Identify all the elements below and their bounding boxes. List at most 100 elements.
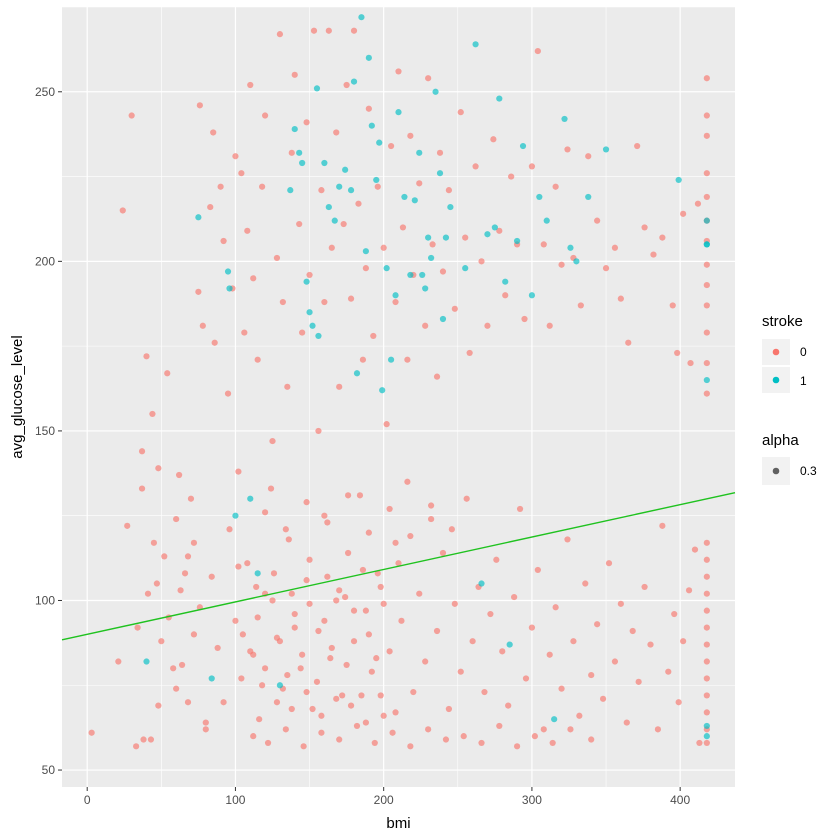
- data-point-stroke-0: [451, 600, 458, 607]
- data-point-stroke-0: [128, 112, 135, 119]
- data-point-stroke-0: [534, 566, 541, 574]
- data-point-stroke-0: [558, 261, 565, 268]
- legend-swatch-1: [772, 376, 780, 384]
- data-point-stroke-0: [513, 743, 521, 750]
- data-point-stroke-0: [675, 699, 682, 706]
- legend-stroke-title: stroke: [762, 313, 803, 330]
- data-point-stroke-0: [224, 390, 232, 397]
- data-point-stroke-0: [138, 485, 146, 492]
- data-point-stroke-0: [318, 729, 325, 736]
- data-point-stroke-0: [490, 136, 497, 143]
- legend-label-1: 1: [800, 374, 807, 388]
- data-point-stroke-1: [703, 241, 710, 248]
- data-point-stroke-0: [407, 743, 414, 750]
- legend-swatch-0: [772, 348, 780, 356]
- data-point-stroke-1: [703, 376, 710, 384]
- data-point-stroke-0: [703, 539, 710, 546]
- data-point-stroke-0: [703, 675, 710, 682]
- data-point-stroke-0: [703, 302, 710, 309]
- data-point-stroke-0: [232, 617, 239, 624]
- data-point-stroke-0: [199, 322, 206, 329]
- data-point-stroke-0: [368, 668, 375, 675]
- data-point-stroke-1: [428, 254, 435, 262]
- data-point-stroke-1: [425, 234, 432, 241]
- data-point-stroke-0: [383, 421, 390, 428]
- data-point-stroke-0: [511, 593, 518, 601]
- data-point-stroke-0: [416, 590, 423, 597]
- data-point-stroke-0: [178, 661, 186, 669]
- data-point-stroke-0: [428, 502, 435, 509]
- data-point-stroke-0: [362, 719, 369, 726]
- data-point-stroke-0: [347, 295, 355, 302]
- data-point-stroke-0: [416, 180, 423, 187]
- data-point-stroke-0: [124, 522, 131, 529]
- data-point-stroke-0: [687, 359, 694, 367]
- data-point-stroke-0: [238, 170, 245, 177]
- data-point-stroke-1: [551, 716, 558, 723]
- data-point-stroke-0: [439, 268, 447, 275]
- data-point-stroke-0: [327, 655, 334, 662]
- data-point-stroke-0: [273, 254, 281, 262]
- data-point-stroke-0: [318, 712, 325, 719]
- data-point-stroke-0: [325, 27, 332, 34]
- data-point-stroke-0: [365, 529, 372, 536]
- data-point-stroke-0: [321, 617, 328, 624]
- data-point-stroke-0: [158, 638, 165, 645]
- minor-gridlines: [62, 6, 735, 787]
- data-point-stroke-1: [436, 170, 444, 177]
- data-point-stroke-1: [462, 265, 469, 272]
- data-point-stroke-0: [582, 580, 589, 587]
- data-point-stroke-0: [328, 244, 335, 251]
- data-point-stroke-0: [380, 600, 387, 607]
- data-point-stroke-0: [284, 671, 291, 679]
- data-point-stroke-0: [291, 624, 298, 631]
- y-tick-label: 50: [42, 763, 56, 777]
- data-point-stroke-0: [659, 522, 666, 529]
- data-point-stroke-0: [472, 163, 479, 170]
- data-point-stroke-0: [140, 736, 147, 743]
- data-point-stroke-0: [703, 193, 710, 201]
- data-point-stroke-0: [342, 593, 349, 601]
- data-point-stroke-0: [176, 471, 183, 479]
- data-point-stroke-0: [353, 722, 361, 730]
- data-point-stroke-1: [299, 159, 306, 167]
- data-point-stroke-0: [202, 726, 209, 733]
- data-point-stroke-0: [577, 302, 584, 309]
- data-point-stroke-0: [247, 648, 254, 655]
- data-point-stroke-1: [296, 149, 303, 156]
- data-point-stroke-0: [235, 563, 242, 570]
- data-point-stroke-0: [202, 719, 209, 726]
- data-point-stroke-1: [442, 234, 450, 241]
- data-point-stroke-0: [386, 505, 393, 513]
- data-point-stroke-0: [259, 183, 266, 190]
- data-point-stroke-0: [617, 295, 624, 302]
- data-point-stroke-0: [703, 658, 710, 665]
- x-tick-label: 0: [84, 793, 91, 807]
- data-point-stroke-0: [650, 251, 657, 258]
- data-point-stroke-0: [303, 688, 310, 696]
- data-point-stroke-0: [296, 220, 303, 228]
- data-point-stroke-1: [395, 109, 402, 116]
- data-point-stroke-0: [161, 553, 168, 560]
- data-point-stroke-0: [195, 288, 202, 295]
- data-point-stroke-0: [217, 183, 224, 190]
- data-point-stroke-1: [419, 271, 426, 279]
- data-point-stroke-0: [220, 699, 227, 706]
- data-point-stroke-0: [359, 356, 367, 363]
- data-point-stroke-0: [343, 81, 350, 89]
- data-point-stroke-1: [347, 187, 355, 194]
- data-point-stroke-1: [224, 268, 232, 275]
- data-point-stroke-0: [297, 665, 304, 672]
- data-point-stroke-0: [238, 675, 245, 682]
- data-point-stroke-0: [190, 539, 198, 546]
- data-point-stroke-0: [306, 271, 313, 279]
- data-point-stroke-0: [333, 129, 340, 136]
- data-point-stroke-1: [528, 292, 536, 299]
- data-point-stroke-0: [324, 573, 331, 580]
- data-point-stroke-0: [404, 478, 411, 485]
- data-point-stroke-0: [377, 692, 384, 699]
- data-point-stroke-0: [256, 716, 263, 723]
- data-point-stroke-0: [392, 539, 399, 546]
- data-point-stroke-1: [291, 125, 298, 133]
- data-point-stroke-0: [261, 112, 269, 119]
